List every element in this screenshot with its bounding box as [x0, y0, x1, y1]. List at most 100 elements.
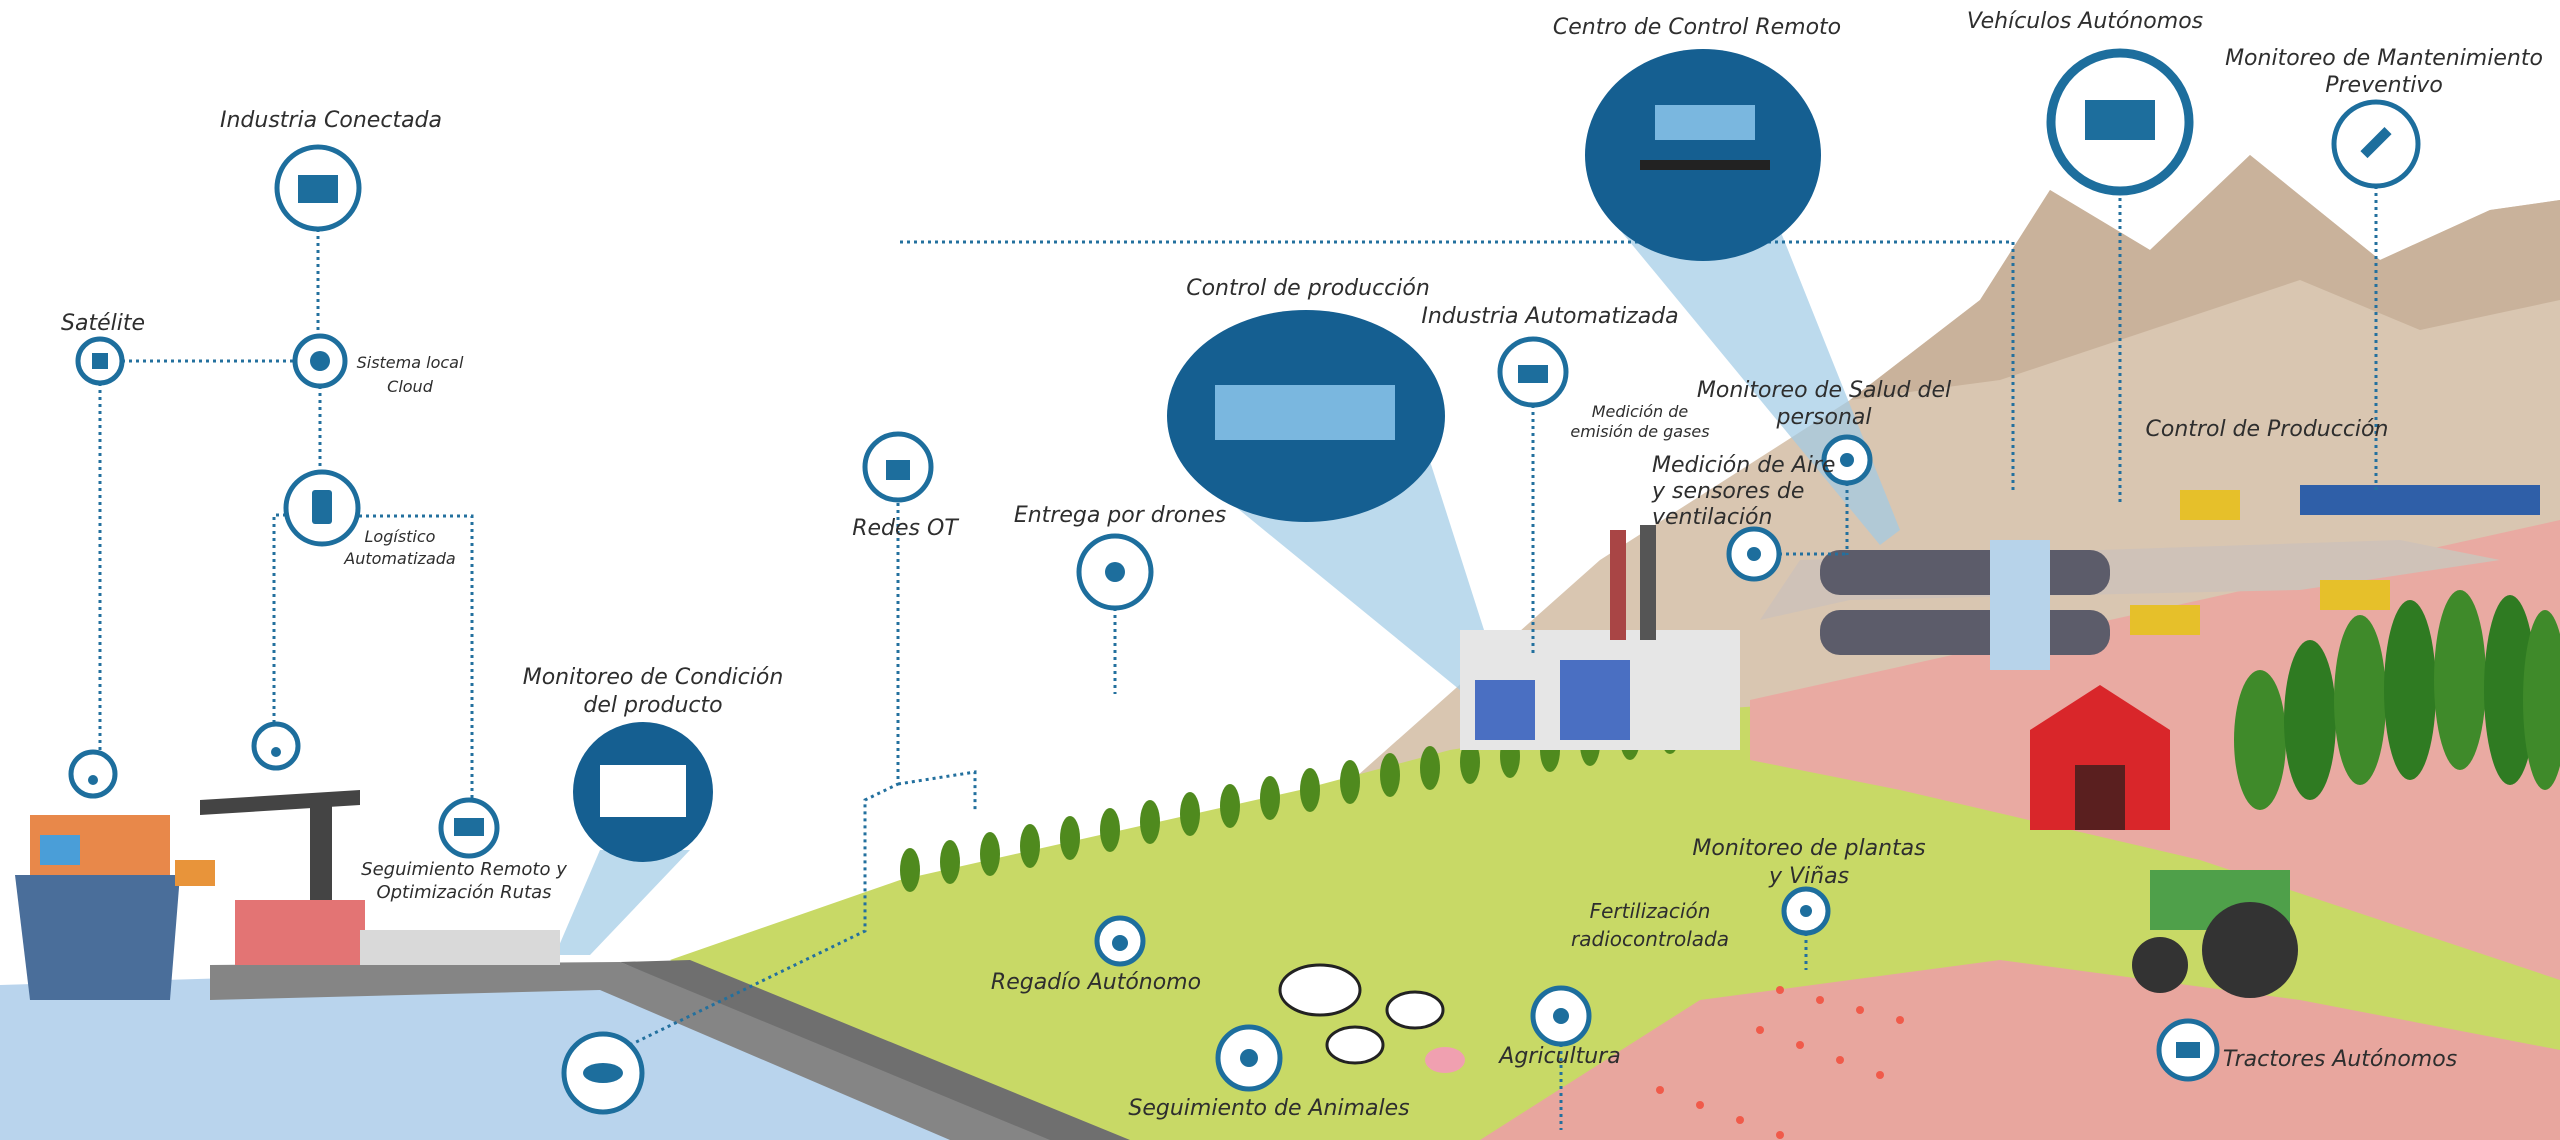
label: personal — [1775, 405, 1871, 430]
scene-shape — [886, 460, 910, 480]
scene-shape — [1655, 105, 1755, 140]
scene-shape — [1518, 365, 1548, 383]
scene-shape — [1796, 1041, 1804, 1049]
scene-shape — [200, 790, 360, 815]
label: Monitoreo de Mantenimiento — [2225, 46, 2543, 71]
label: Automatizada — [343, 549, 455, 568]
scene-shape — [1816, 996, 1824, 1004]
scene-shape — [1876, 1071, 1884, 1079]
scene-shape — [2132, 937, 2188, 993]
label: Preventivo — [2325, 73, 2443, 98]
scene-shape — [310, 351, 330, 371]
label: Regadío Autónomo — [991, 970, 1201, 995]
scene-shape — [40, 835, 80, 865]
scene-shape — [15, 875, 180, 1000]
scene-shape — [1800, 905, 1812, 917]
scene-shape — [1475, 680, 1535, 740]
scene-shape — [271, 747, 281, 757]
scene-shape — [2234, 670, 2286, 810]
scene-shape — [1756, 1026, 1764, 1034]
label: Monitoreo de plantas — [1692, 836, 1925, 861]
label: Industria Automatizada — [1421, 304, 1678, 329]
label: y Viñas — [1768, 864, 1849, 889]
label: y sensores de — [1651, 479, 1804, 504]
label: Control de producción — [1186, 276, 1430, 301]
scene-shape — [1340, 760, 1360, 804]
scene-shape — [360, 930, 560, 965]
scene-shape — [1840, 453, 1854, 467]
scene-shape — [1380, 753, 1400, 797]
scene-shape — [1656, 1086, 1664, 1094]
scene-shape — [1560, 660, 1630, 740]
label: ventilación — [1652, 505, 1772, 530]
scene-shape — [1896, 1016, 1904, 1024]
scene-shape — [1610, 530, 1626, 640]
scene-shape — [454, 818, 484, 836]
label: Logístico — [365, 527, 436, 546]
scene-shape — [2300, 485, 2540, 515]
label: emisión de gases — [1570, 422, 1709, 441]
scene-shape — [1736, 1116, 1744, 1124]
label: Entrega por drones — [1014, 503, 1226, 528]
scene-shape — [1747, 547, 1761, 561]
scene-shape — [2085, 100, 2155, 140]
scene-shape — [1105, 562, 1125, 582]
scene-shape — [1100, 808, 1120, 852]
scene-shape — [1640, 525, 1656, 640]
scene-shape — [1220, 784, 1240, 828]
scene-shape — [1820, 610, 2110, 655]
scene-shape — [92, 353, 108, 369]
label: Medición de — [1592, 402, 1689, 421]
scene-shape — [1215, 385, 1395, 440]
scene-shape — [2334, 615, 2386, 785]
label: del producto — [583, 693, 722, 718]
scene-shape — [1425, 1047, 1465, 1073]
scene-shape — [940, 840, 960, 884]
scene-shape — [1112, 935, 1128, 951]
scene-shape — [1180, 792, 1200, 836]
scene-shape — [980, 832, 1000, 876]
scene-shape — [1280, 965, 1360, 1015]
label: Sistema local — [357, 353, 464, 372]
scene-shape — [254, 724, 298, 768]
scene-shape — [235, 900, 365, 965]
label: Control de Producción — [2146, 417, 2389, 442]
scene-shape — [1776, 986, 1784, 994]
label: Satélite — [61, 311, 145, 336]
label: Seguimiento de Animales — [1128, 1096, 1409, 1121]
label: Seguimiento Remoto y — [361, 859, 567, 880]
scene-shape — [2434, 590, 2486, 770]
label: Monitoreo de Condición — [523, 665, 784, 690]
scene-shape — [900, 848, 920, 892]
scene-shape — [1696, 1101, 1704, 1109]
label: Fertilización — [1590, 899, 1711, 923]
scene-shape — [1387, 992, 1443, 1028]
label: Cloud — [387, 377, 434, 396]
label: Centro de Control Remoto — [1553, 15, 1841, 40]
scene-shape — [2130, 605, 2200, 635]
scene-shape — [2284, 640, 2336, 800]
scene-shape — [2176, 1042, 2200, 1058]
label: Vehículos Autónomos — [1967, 9, 2203, 34]
scene-shape — [1420, 746, 1440, 790]
scene-shape — [583, 1063, 623, 1083]
label: radiocontrolada — [1571, 927, 1729, 951]
infographic: Industria Conectada Satélite Sistema loc… — [0, 0, 2560, 1140]
scene-shape — [175, 860, 215, 886]
scene-shape — [1640, 160, 1770, 170]
label: Monitoreo de Salud del — [1697, 378, 1951, 403]
label: Optimización Rutas — [376, 882, 551, 903]
scene-shape — [1820, 550, 2110, 595]
scene-shape — [600, 765, 686, 817]
scene-shape — [1990, 540, 2050, 670]
scene-shape — [2202, 902, 2298, 998]
scene-shape — [1776, 1131, 1784, 1139]
label: Medición de Aire — [1652, 453, 1835, 478]
scene-shape — [88, 775, 98, 785]
scene-shape — [1327, 1027, 1383, 1063]
scene-shape — [71, 752, 115, 796]
scene-shape — [1260, 776, 1280, 820]
scene-shape — [298, 175, 338, 203]
scene-shape — [2075, 765, 2125, 830]
scene-shape — [1060, 816, 1080, 860]
